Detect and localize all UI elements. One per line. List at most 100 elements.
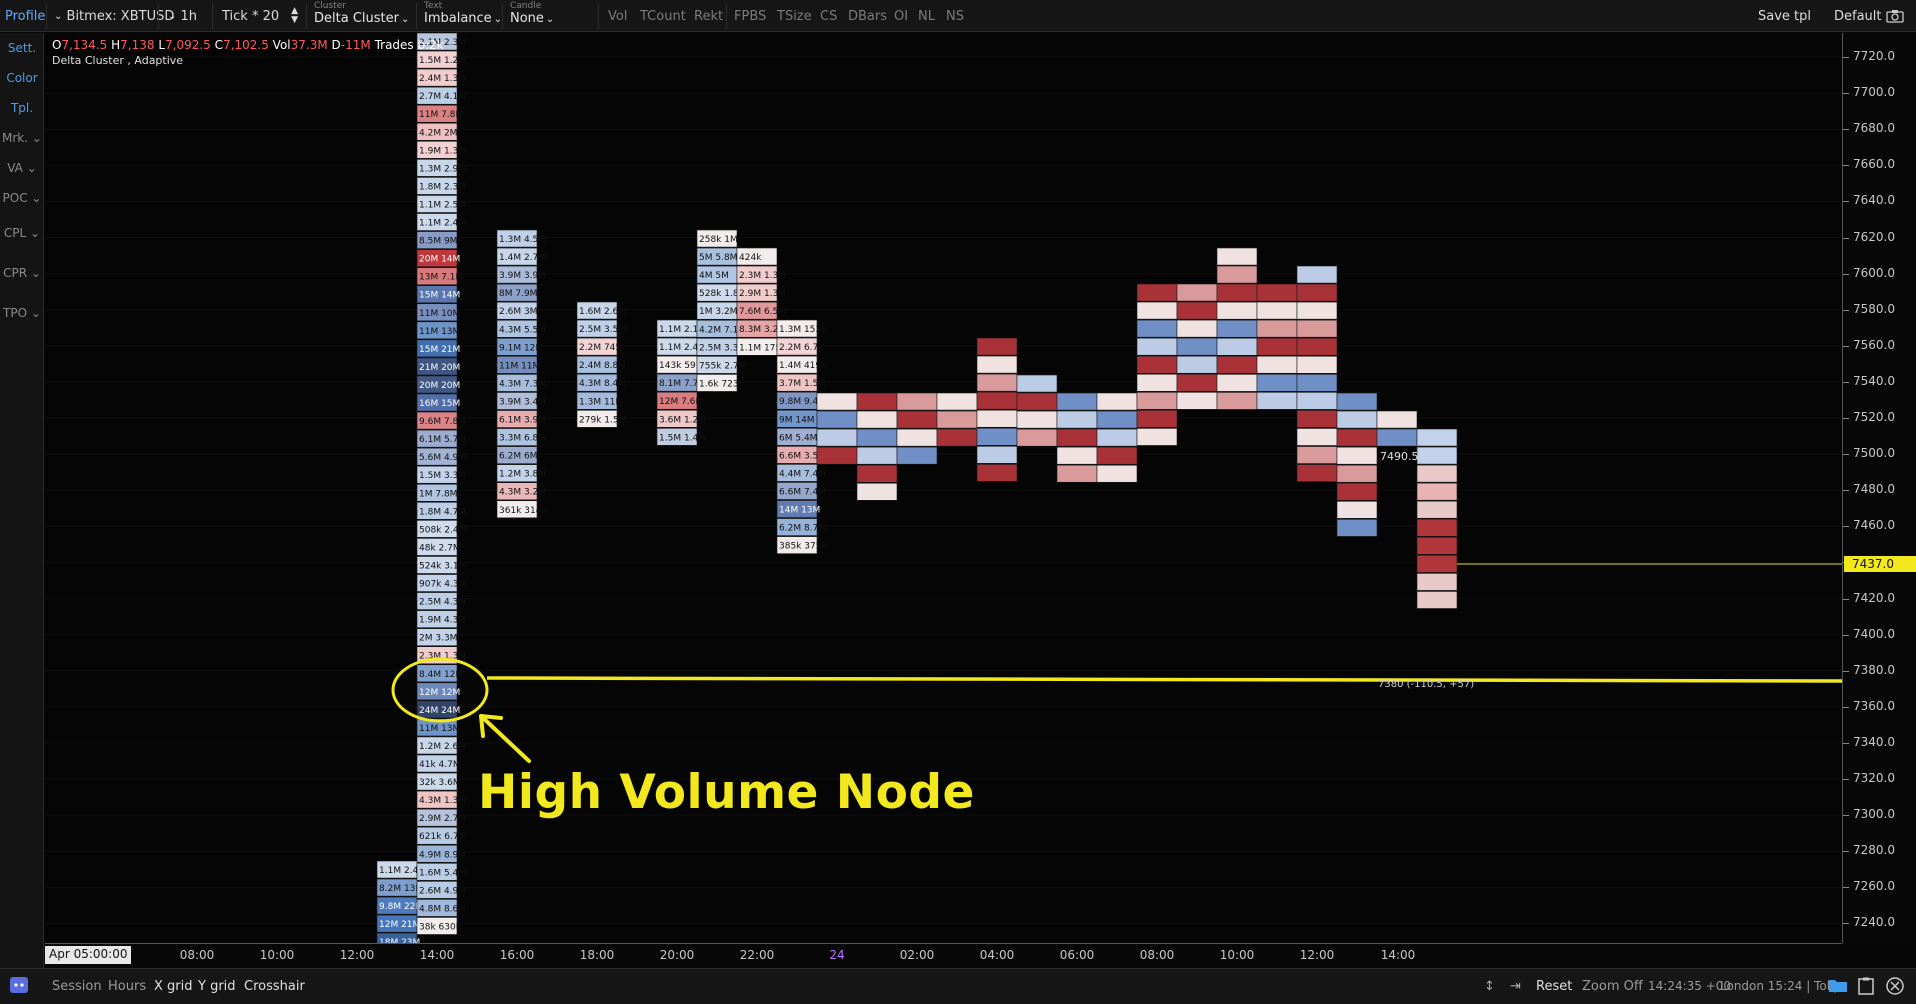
cluster-cell-bg: [1176, 373, 1218, 392]
sidebar-item-template[interactable]: Tpl.: [10, 101, 34, 115]
cluster-cell-bg: [736, 265, 778, 284]
cluster-cell: 1.1M 2.4M: [416, 213, 466, 231]
cluster-cell-text: 1.1M 2.4M: [419, 219, 466, 229]
cluster-cell-bg: [416, 411, 458, 430]
cluster-cell-text: 24M 24M: [419, 706, 460, 716]
session-toggle[interactable]: Session: [52, 979, 102, 994]
cluster-cell: 6.1M 5.7M: [416, 429, 466, 448]
candle-value: None: [510, 11, 544, 26]
high-value: 7,138: [120, 38, 155, 52]
xgrid-toggle[interactable]: X grid: [154, 979, 193, 994]
cluster-cell-bg: [976, 337, 1018, 356]
timeframe-selector[interactable]: ⌄ 1h: [166, 0, 197, 32]
price-tick: [1843, 923, 1849, 925]
cluster-cell-text: 3.6M 1.2M: [659, 415, 706, 425]
indicator-vol[interactable]: Vol: [608, 8, 628, 24]
cluster-cell-text: 4.3M 1.3M: [419, 796, 466, 806]
sidebar-item-cpr[interactable]: CPR ⌄: [0, 266, 44, 280]
sidebar-item-tpo[interactable]: TPO ⌄: [0, 306, 44, 320]
indicator-tcount[interactable]: TCount: [640, 8, 686, 24]
cluster-cell-text: 528k 1.8M: [699, 289, 746, 299]
indicator-dbars[interactable]: DBars: [848, 8, 888, 24]
cluster-cell-text: 907k 4.3M: [419, 580, 466, 590]
price-label: 7620.0: [1853, 229, 1895, 244]
symbol-selector[interactable]: ⌄ Bitmex: XBTUSD: [52, 0, 174, 32]
cluster-cell-text: 1.1M 2.5M: [419, 200, 466, 210]
reset-button[interactable]: Reset: [1536, 979, 1573, 994]
zoom-toggle[interactable]: Zoom Off: [1582, 979, 1643, 994]
cluster-cell-text: 2M 3.3M: [419, 634, 457, 644]
indicator-oi[interactable]: OI: [894, 8, 909, 24]
price-tick: [1843, 490, 1849, 492]
cluster-cell-bg: [416, 826, 458, 845]
toolbar-divider: [212, 3, 213, 29]
cluster-cell-text: 9.8M 9.4M: [779, 397, 826, 407]
cluster-cell-bg: [416, 917, 458, 935]
price-axis[interactable]: 7720.0 7700.0 7680.0 7660.0 7640.0 7620.0 7600…: [1842, 33, 1916, 943]
cluster-cell-text: 8.4M 12M: [419, 670, 463, 680]
cluster-cell-bg: [416, 718, 458, 737]
profile-button[interactable]: Profile: [5, 8, 46, 24]
cluster-cell-text: 11M 13M: [419, 327, 460, 337]
clipboard-icon[interactable]: [1858, 977, 1874, 999]
cluster-cell-bg: [1056, 392, 1098, 411]
discord-icon[interactable]: [10, 977, 28, 997]
sidebar-item-poc[interactable]: POC ⌄: [0, 191, 44, 205]
sidebar-item-cpl[interactable]: CPL ⌄: [0, 226, 44, 240]
cluster-cell-text: 1.2M 3.8M: [499, 470, 546, 480]
camera-icon[interactable]: [1886, 0, 1904, 32]
open-value: 7,134.5: [61, 38, 108, 52]
cluster-cell-text: 4.3M 7.3M: [499, 379, 546, 389]
cluster-cell-bg: [1256, 301, 1298, 320]
cluster-cell-bg: [496, 356, 538, 374]
session-high-label: 7490.5: [1380, 450, 1419, 463]
cluster-cell-bg: [1296, 446, 1338, 464]
cluster-cell: 6.2M 8.7M: [776, 518, 826, 536]
save-template-button[interactable]: Save tpl: [1758, 8, 1812, 24]
cluster-cell-bg: [1256, 337, 1298, 356]
indicator-ns[interactable]: NS: [946, 8, 964, 24]
indicator-cs[interactable]: CS: [820, 8, 838, 24]
cluster-cell-bg: [896, 446, 938, 465]
cluster-cell: 48k 2.7M: [416, 538, 461, 556]
cluster-value: Delta Cluster: [314, 11, 399, 26]
session-low-label: 7380 (-110.5, +57): [1378, 679, 1475, 690]
cluster-cell-text: 1.3M 4.5M: [499, 235, 546, 245]
sidebar-item-color[interactable]: Color: [6, 71, 38, 85]
cluster-cell-bg: [496, 283, 538, 302]
scroll-to-end-icon[interactable]: ⇥: [1510, 979, 1521, 994]
sidebar-item-settings[interactable]: Sett.: [7, 41, 37, 55]
indicator-fpbs[interactable]: FPBS: [734, 8, 767, 24]
sidebar-item-label: TPO: [3, 306, 28, 320]
cluster-cell: 2.9M 2.7M: [416, 808, 466, 827]
close-icon[interactable]: [1886, 977, 1904, 999]
cluster-cell-bg: [1136, 283, 1178, 302]
chart-area[interactable]: 1.1M 2.4M 8.2M 13M 9.8M 22M 12M 21M 18M 23M 2…: [45, 33, 1842, 943]
vertical-scale-icon[interactable]: ↕: [1484, 979, 1495, 994]
indicator-tsize[interactable]: TSize: [777, 8, 812, 24]
default-template-button[interactable]: Default: [1834, 8, 1882, 24]
cluster-cell: 6.2M 6M: [496, 446, 537, 464]
cluster-cell-bg: [1016, 428, 1058, 447]
cluster-cell: 41k 4.7M: [416, 754, 461, 773]
sidebar-item-markers[interactable]: Mrk. ⌄: [0, 131, 44, 145]
toolbar-divider: [726, 3, 727, 29]
cluster-cell-bg: [1056, 410, 1098, 429]
sidebar-item-va[interactable]: VA ⌄: [0, 161, 44, 175]
cluster-cell-bg: [576, 319, 618, 338]
hours-toggle[interactable]: Hours: [108, 979, 147, 994]
time-label: 20:00: [659, 948, 695, 962]
cluster-cell-text: 2.9M 1.3M: [739, 289, 786, 299]
cluster-cell: 13M 7.1M: [416, 267, 463, 285]
cluster-cell-text: 258k 1M: [699, 235, 738, 245]
ygrid-toggle[interactable]: Y grid: [198, 979, 236, 994]
folder-icon[interactable]: [1828, 977, 1848, 997]
time-axis[interactable]: Apr 05:00:00 08:00 10:00 12:00 14:00 16:00 18…: [45, 943, 1842, 967]
tick-selector[interactable]: Tick * 20 ▲ ▼: [222, 0, 298, 32]
chevron-down-icon: ⌄: [168, 10, 177, 22]
crosshair-toggle[interactable]: Crosshair: [244, 979, 305, 994]
indicator-rekt[interactable]: Rekt: [694, 8, 724, 24]
indicator-nl[interactable]: NL: [918, 8, 935, 24]
tick-stepper-icon[interactable]: ▲ ▼: [291, 6, 299, 25]
cluster-cell-bg: [936, 392, 978, 411]
